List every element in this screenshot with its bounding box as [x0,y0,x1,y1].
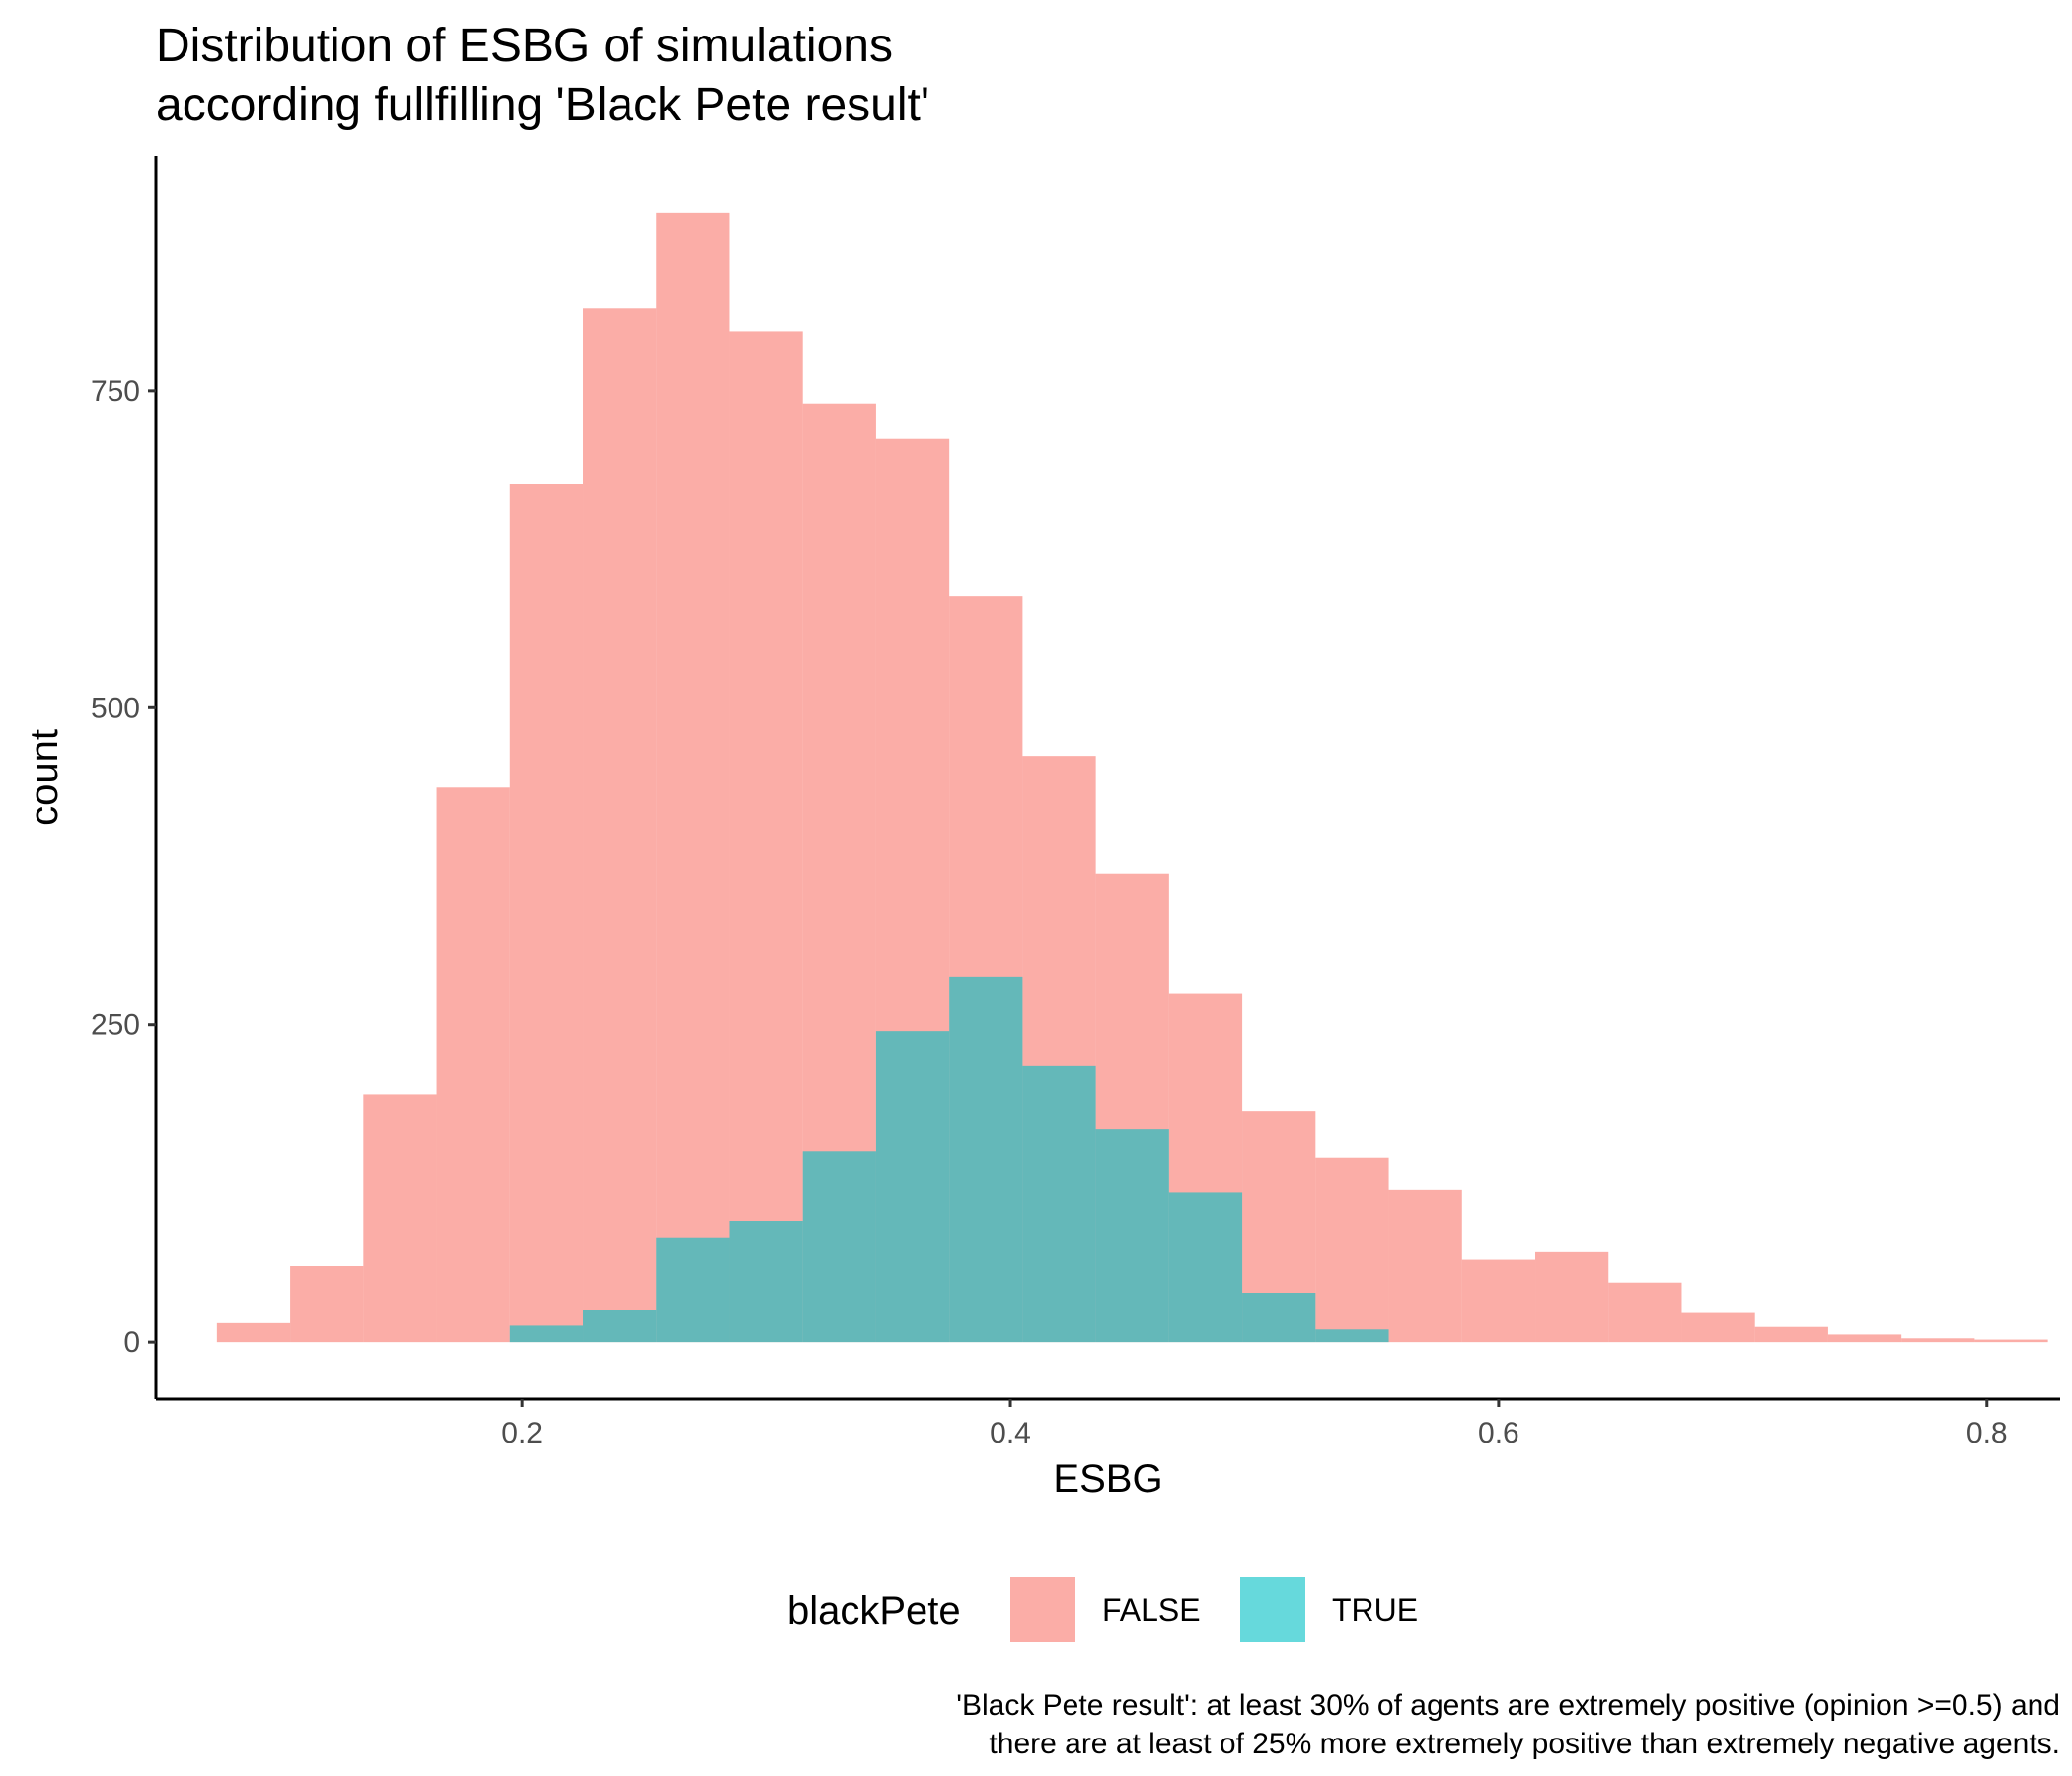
y-tick-label: 750 [91,375,140,407]
bar-true-7 [729,1221,803,1343]
bar-true-15 [1315,1329,1389,1343]
y-tick-label: 500 [91,692,140,724]
bar-true-13 [1168,1192,1243,1343]
bar-false-7 [729,331,803,1343]
bar-false-16 [1388,1189,1462,1343]
y-axis-title: count [23,729,66,826]
bar-true-9 [875,1031,950,1343]
x-tick-label: 0.8 [1966,1417,2008,1449]
chart-title-line-1: Distribution of ESBG of simulations [156,20,893,72]
bar-false-18 [1535,1251,1609,1343]
legend-label-false: FALSE [1102,1592,1201,1628]
x-tick-label: 0.2 [501,1417,543,1449]
series-true-bars [509,976,1389,1343]
y-axis-ticks: 0 250 500 750 [91,375,156,1359]
bar-false-19 [1608,1282,1682,1343]
bar-false-21 [1754,1326,1828,1343]
legend-swatch-false [1010,1577,1075,1642]
bar-false-15 [1315,1157,1389,1343]
bar-false-4 [509,484,584,1343]
bar-true-8 [802,1151,876,1343]
bar-true-11 [1022,1065,1096,1343]
legend-swatch-true [1240,1577,1305,1642]
x-tick-label: 0.6 [1478,1417,1519,1449]
legend-label-true: TRUE [1332,1592,1418,1628]
x-tick-label: 0.4 [990,1417,1031,1449]
x-axis-ticks: 0.2 0.4 0.6 0.8 [501,1399,2008,1449]
bar-false-24 [1974,1339,2048,1343]
bar-false-3 [436,787,510,1343]
bar-true-14 [1242,1293,1316,1343]
bar-true-6 [656,1237,730,1343]
x-axis-title: ESBG [1053,1457,1162,1501]
bar-true-5 [583,1310,657,1343]
bar-false-2 [363,1094,437,1343]
bar-false-6 [656,212,730,1343]
y-tick-label: 0 [123,1326,140,1359]
bar-false-17 [1461,1259,1536,1343]
caption-line-2: there are at least of 25% more extremely… [989,1728,2060,1760]
bar-false-5 [583,308,657,1343]
caption-line-1: 'Black Pete result': at least 30% of age… [956,1689,2060,1722]
bar-false-20 [1681,1312,1755,1343]
legend: blackPete FALSE TRUE [787,1577,1418,1642]
bar-false-1 [290,1266,364,1343]
bar-false-0 [216,1322,291,1343]
bar-true-10 [949,976,1023,1343]
chart-title-line-2: according fullfilling 'Black Pete result… [156,79,929,131]
bar-false-22 [1827,1334,1902,1343]
legend-title: blackPete [787,1590,961,1633]
bar-true-4 [509,1325,584,1343]
bar-true-12 [1095,1129,1169,1343]
y-tick-label: 250 [91,1009,140,1042]
bar-false-23 [1901,1338,1975,1343]
